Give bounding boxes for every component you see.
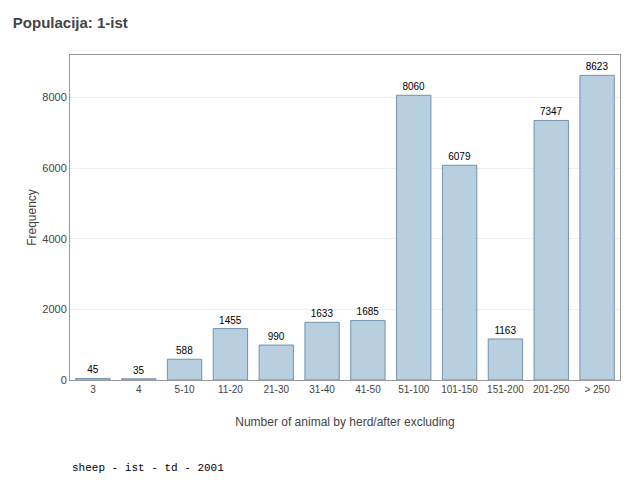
svg-text:51-100: 51-100 <box>398 384 430 395</box>
svg-text:8623: 8623 <box>586 61 609 72</box>
svg-text:990: 990 <box>268 331 285 342</box>
svg-text:588: 588 <box>176 345 193 356</box>
svg-text:201-250: 201-250 <box>533 384 570 395</box>
svg-text:3: 3 <box>90 384 96 395</box>
svg-text:21-30: 21-30 <box>263 384 289 395</box>
svg-text:0: 0 <box>61 374 67 386</box>
svg-text:2000: 2000 <box>42 303 66 315</box>
svg-text:1685: 1685 <box>357 306 380 317</box>
svg-text:41-50: 41-50 <box>355 384 381 395</box>
svg-text:sheep - ist - td - 2001: sheep - ist - td - 2001 <box>72 462 224 474</box>
svg-text:6000: 6000 <box>42 162 66 174</box>
svg-text:101-150: 101-150 <box>441 384 478 395</box>
svg-text:Number of animal by herd/after: Number of animal by herd/after excluding <box>235 415 454 429</box>
svg-text:Populacija: 1-ist: Populacija: 1-ist <box>13 14 128 31</box>
svg-text:6079: 6079 <box>448 151 471 162</box>
svg-text:45: 45 <box>87 364 99 375</box>
svg-text:1455: 1455 <box>219 315 242 326</box>
svg-text:4000: 4000 <box>42 233 66 245</box>
svg-text:8060: 8060 <box>402 81 425 92</box>
svg-text:1163: 1163 <box>494 325 516 336</box>
svg-text:> 250: > 250 <box>584 384 610 395</box>
svg-text:4: 4 <box>136 384 142 395</box>
svg-text:1633: 1633 <box>311 308 334 319</box>
svg-text:151-200: 151-200 <box>487 384 524 395</box>
svg-text:Frequency: Frequency <box>25 189 39 246</box>
svg-text:7347: 7347 <box>540 106 563 117</box>
svg-text:5-10: 5-10 <box>175 384 195 395</box>
svg-text:35: 35 <box>133 365 145 376</box>
svg-text:11-20: 11-20 <box>218 384 243 395</box>
svg-text:8000: 8000 <box>42 91 66 103</box>
svg-text:31-40: 31-40 <box>309 384 335 395</box>
